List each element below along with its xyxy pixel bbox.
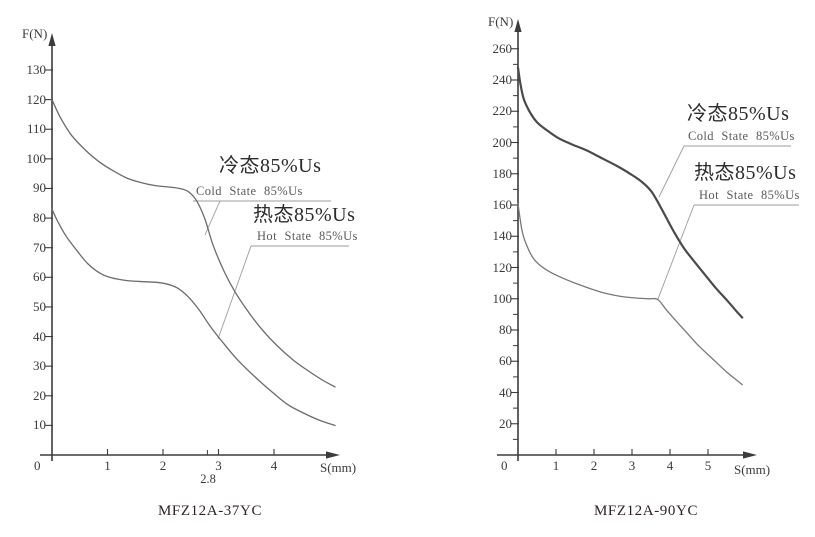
right-y-tick-label: 240 <box>492 72 513 87</box>
left-y-tick-label: 100 <box>26 150 47 166</box>
left-y-tick-label: 70 <box>33 239 46 255</box>
right-y-tick-label: 160 <box>492 197 513 212</box>
left-extra-tick-label: 2.8 <box>200 472 216 486</box>
right-y-axis-label: F(N) <box>488 14 514 29</box>
right-x-tick-label: 4 <box>666 458 674 473</box>
left-hot-state-label-en: Hot State 85%Us <box>257 229 358 243</box>
left-y-tick-label: 80 <box>33 210 46 226</box>
left-hot-state-label-cn: 热态85%Us <box>253 204 356 226</box>
left-cold-callout-leader <box>204 200 221 236</box>
right-cold-state-curve <box>516 66 744 319</box>
left-y-tick-label: 120 <box>26 91 47 107</box>
right-x-tick-label: 5 <box>704 458 712 473</box>
left-y-tick-label: 50 <box>33 298 46 314</box>
right-y-tick-label: 140 <box>492 228 513 244</box>
left-y-tick-label: 110 <box>26 121 46 137</box>
left-x-axis-arrow <box>326 451 340 459</box>
right-chart-title: MFZ12A-90YC <box>593 503 699 519</box>
right-x-tick-label: 1 <box>552 458 560 473</box>
right-hot-state-curve <box>517 202 743 386</box>
right-y-tick-label: 20 <box>499 415 512 431</box>
left-x-axis-label: S(mm) <box>320 460 357 475</box>
right-hot-state-label-cn: 热态85%Us <box>694 162 797 184</box>
right-x-tick-label: 2 <box>590 458 598 473</box>
left-y-tick-label: 60 <box>33 269 46 285</box>
right-y-tick-label: 220 <box>492 103 513 119</box>
right-hot-state-label-en: Hot State 85%Us <box>699 188 800 202</box>
left-hot-callout-leader <box>217 245 252 340</box>
right-y-tick-label: 120 <box>492 259 513 275</box>
left-y-tick-label: 10 <box>33 417 46 433</box>
left-y-axis-label: F(N) <box>22 26 48 41</box>
right-y-tick-label: 40 <box>499 384 512 400</box>
right-origin-label: 0 <box>501 458 508 473</box>
left-cold-state-label-cn: 冷态85%Us <box>219 155 322 177</box>
left-x-tick-label: 3 <box>215 458 222 473</box>
right-hot-callout-leader <box>657 204 695 300</box>
left-origin-label: 0 <box>34 458 41 473</box>
left-y-tick-label: 130 <box>26 62 47 77</box>
right-x-axis-arrow <box>743 451 757 459</box>
left-cold-state-curve <box>51 98 336 388</box>
left-cold-state-label-en: Cold State 85%Us <box>196 184 303 198</box>
right-y-tick-label: 80 <box>499 322 512 337</box>
left-hot-state-curve <box>51 208 336 427</box>
right-y-tick-label: 200 <box>492 134 513 150</box>
left-y-axis-arrow <box>48 33 56 46</box>
right-cold-callout-leader <box>658 145 685 198</box>
left-y-tick-label: 20 <box>33 387 46 403</box>
right-y-tick-label: 260 <box>492 40 513 56</box>
left-x-tick-label: 4 <box>270 458 278 473</box>
left-y-tick-label: 40 <box>33 328 46 344</box>
right-y-tick-label: 100 <box>492 290 513 306</box>
left-x-tick-label: 2 <box>159 458 167 473</box>
left-x-tick-label: 1 <box>104 458 111 473</box>
right-cold-state-label-cn: 冷态85%Us <box>687 103 790 125</box>
right-y-tick-label: 60 <box>499 353 512 369</box>
left-y-tick-label: 30 <box>33 358 46 374</box>
right-x-tick-label: 3 <box>628 458 636 473</box>
left-chart-title: MFZ12A-37YC <box>157 503 263 519</box>
right-y-axis-arrow <box>514 19 522 32</box>
right-cold-state-label-en: Cold State 85%Us <box>688 129 795 143</box>
left-y-tick-label: 90 <box>33 180 46 196</box>
right-x-axis-label: S(mm) <box>734 462 771 477</box>
right-y-tick-label: 180 <box>492 165 513 181</box>
